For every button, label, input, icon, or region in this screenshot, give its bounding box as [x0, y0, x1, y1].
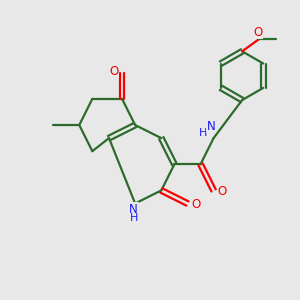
- Text: H: H: [199, 128, 207, 138]
- Text: N: N: [207, 120, 216, 133]
- Text: N: N: [129, 203, 138, 216]
- Text: H: H: [130, 213, 138, 224]
- Text: O: O: [191, 199, 200, 212]
- Text: O: O: [217, 185, 226, 198]
- Text: O: O: [109, 65, 119, 78]
- Text: O: O: [253, 26, 262, 39]
